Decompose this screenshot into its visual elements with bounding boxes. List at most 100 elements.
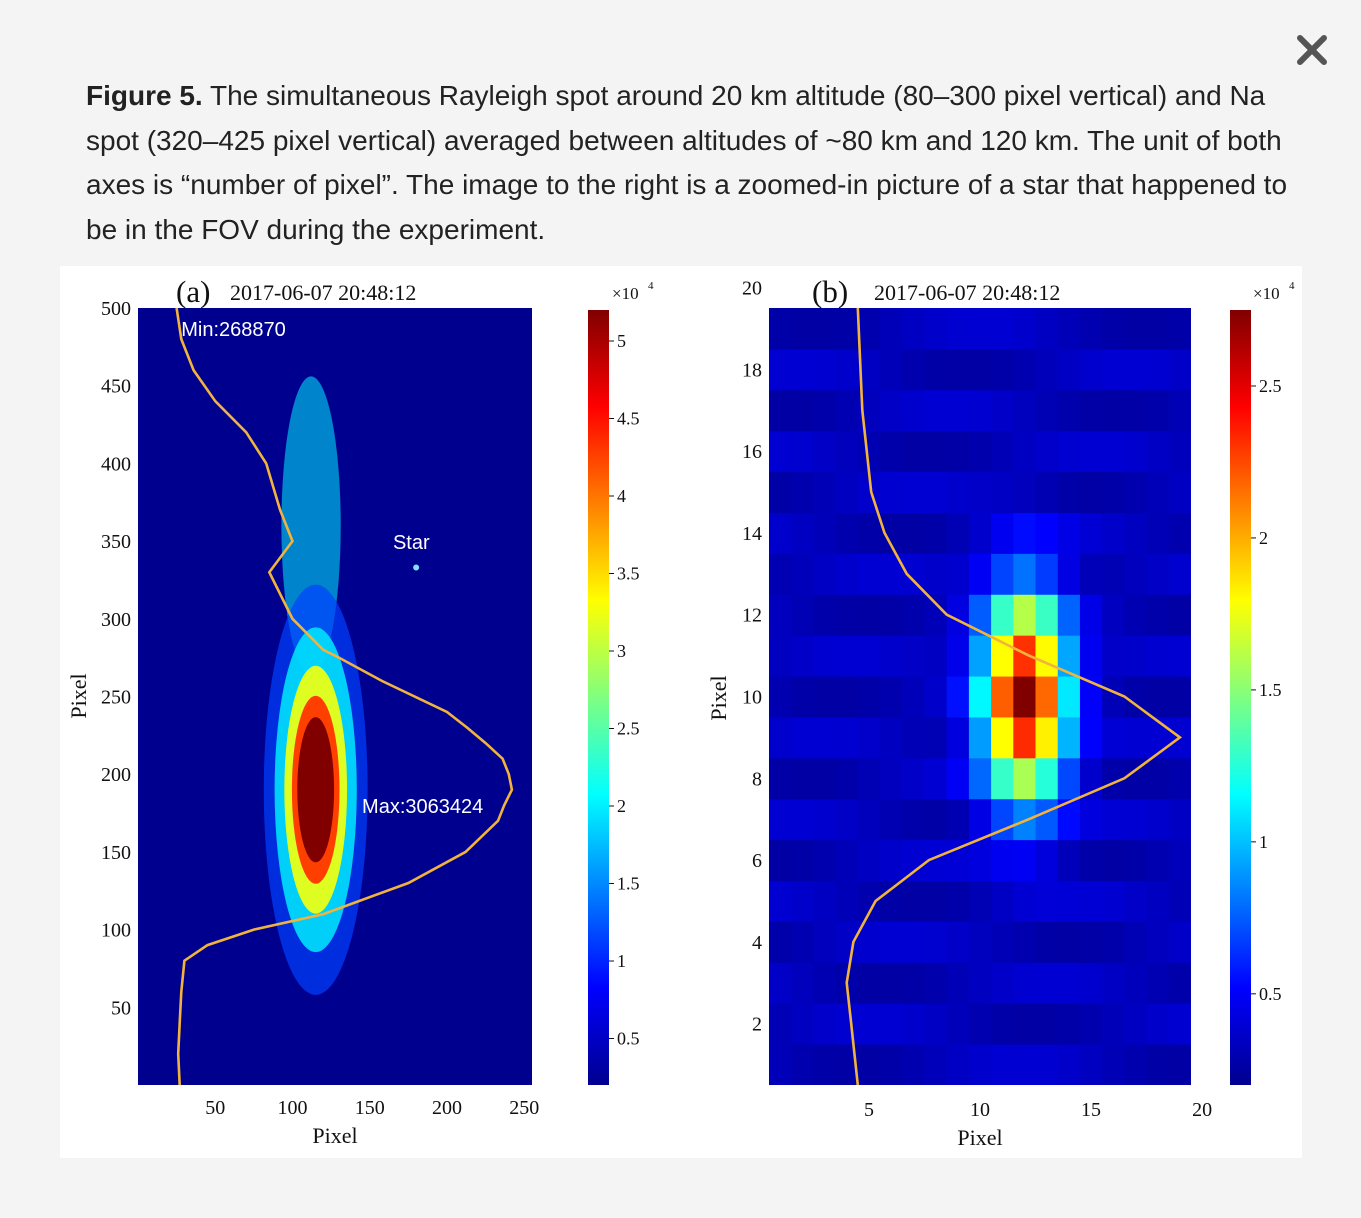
panel-b-title: 2017-06-07 20:48:12 [874, 280, 1060, 305]
panel-b-heatmap-cell [924, 389, 948, 432]
panel-b-heatmap-cell [769, 921, 792, 963]
panel-b-heatmap-cell [1124, 512, 1148, 554]
panel-b-heatmap-cell [902, 1044, 925, 1085]
panel-b-heatmap-cell [1057, 512, 1081, 554]
panel-b-heatmap-cell [1057, 430, 1081, 473]
panel-b-heatmap-cell [769, 553, 792, 595]
panel-b-heatmap-cell [1168, 308, 1191, 350]
panel-b-heatmap-cell [991, 839, 1014, 882]
panel-b-heatmap-cell [1057, 676, 1081, 718]
panel-b-heatmap-cell [880, 716, 903, 759]
panel-b-heatmap-cell [791, 512, 814, 554]
panel-b-heatmap-cell [791, 635, 814, 677]
panel-b-heatmap-cell [857, 430, 881, 473]
panel-b-y-ticks: 2 4 6 8 10 12 14 16 18 20 [742, 278, 762, 1036]
panel-b-heatmap-cell [791, 757, 814, 800]
panel-a-min-annotation: Min:268870 [181, 319, 286, 341]
panel-b-heatmap-cell [835, 308, 859, 350]
panel-a-y-tick-label: 250 [101, 687, 131, 709]
panel-b-heatmap-cell [1146, 471, 1170, 513]
panel-b-heatmap-cell [1013, 921, 1037, 963]
panel-b-heatmap-cell [1124, 1003, 1148, 1045]
panel-b-colorbar-tick-label: 1 [1259, 832, 1268, 852]
panel-b-heatmap-cell [880, 1003, 903, 1045]
panel-b-heatmap-cell [813, 757, 837, 800]
panel-b-heatmap-cell [1035, 716, 1059, 759]
panel-b-heatmap-cell [924, 553, 948, 595]
panel-b-heatmap-cell [1146, 635, 1170, 677]
close-icon [1297, 35, 1327, 65]
panel-b-heatmap-cell [1102, 389, 1125, 432]
panel-b-heatmap-cell [902, 798, 925, 841]
panel-b-heatmap-cell [991, 921, 1014, 963]
panel-b-heatmap-cell [857, 921, 881, 963]
panel-b-heatmap-cell [1013, 716, 1037, 759]
panel-b-heatmap-cell [1124, 389, 1148, 432]
panel-b-heatmap-cell [1013, 389, 1037, 432]
panel-b-heatmap-cell [946, 962, 970, 1004]
panel-a-x-tick-label: 150 [355, 1097, 385, 1119]
panel-b-colorbar [1230, 310, 1251, 1085]
panel-a-xlabel: Pixel [312, 1123, 357, 1148]
panel-b-y-tick-label: 6 [752, 850, 762, 872]
panel-b-heatmap-cell [902, 635, 925, 677]
panel-b-heatmap-cell [769, 839, 792, 882]
panel-b-heatmap-cell [924, 798, 948, 841]
panel-b-heatmap-cell [880, 512, 903, 554]
panel-b-heatmap-cell [835, 512, 859, 554]
panel-b-heatmap-cell [1035, 635, 1059, 677]
figure-label: Figure 5. [86, 80, 203, 111]
panel-b-heatmap-cell [1035, 798, 1059, 841]
panel-b-heatmap-cell [968, 1044, 992, 1085]
panel-b-heatmap-cell [968, 676, 992, 718]
panel-b-heatmap-cell [857, 962, 881, 1004]
panel-b-heatmap-cell [1146, 1044, 1170, 1085]
panel-b-heatmap-cell [857, 1044, 881, 1085]
panel-b-heatmap-cell [946, 798, 970, 841]
panel-b-heatmap-cell [968, 757, 992, 800]
panel-b-heatmap-cell [991, 757, 1014, 800]
panel-b-heatmap-cell [1124, 676, 1148, 718]
panel-b-heatmap-cell [924, 1003, 948, 1045]
panel-b-heatmap-cell [1146, 757, 1170, 800]
panel-b-heatmap-cell [769, 471, 792, 513]
panel-b-heatmap-cell [968, 553, 992, 595]
panel-b-heatmap-cell [880, 635, 903, 677]
panel-b-heatmap-cell [835, 594, 859, 636]
panel-b-heatmap-cell [813, 1003, 837, 1045]
panel-b-heatmap-cell [769, 880, 792, 922]
panel-b-heatmap-cell [1057, 594, 1081, 636]
panel-b-heatmap-cell [1124, 635, 1148, 677]
panel-b-heatmap-cell [1079, 676, 1103, 718]
panel-b-heatmap-cell [835, 839, 859, 882]
panel-b-heatmap-cell [880, 348, 903, 391]
panel-b-heatmap-cell [968, 308, 992, 350]
panel-b-heatmap-cell [1102, 308, 1125, 350]
panel-a-y-tick-label: 450 [101, 376, 131, 398]
panel-b-heatmap-cell [880, 1044, 903, 1085]
panel-b-heatmap-cell [902, 676, 925, 718]
panel-b-heatmap-cell [1079, 553, 1103, 595]
panel-b-heatmap-cell [1057, 757, 1081, 800]
panel-b-heatmap-cell [791, 1003, 814, 1045]
panel-b-heatmap-cell [880, 798, 903, 841]
panel-b-heatmap-cell [1168, 798, 1191, 841]
panel-b-heatmap-cell [1102, 676, 1125, 718]
panel-b-heatmap-cell [1013, 880, 1037, 922]
close-button[interactable] [1290, 28, 1334, 72]
panel-b-heatmap-cell [880, 962, 903, 1004]
panel-b-heatmap-cell [1035, 962, 1059, 1004]
panel-b-heatmap-cell [1079, 921, 1103, 963]
panel-b-heatmap-cell [968, 471, 992, 513]
panel-b-heatmap-cell [1013, 839, 1037, 882]
panel-b-heatmap-cell [1102, 757, 1125, 800]
panel-b-heatmap-cell [880, 880, 903, 922]
panel-b-heatmap-cell [924, 676, 948, 718]
panel-b-heatmap-cell [946, 594, 970, 636]
panel-b-heatmap-cell [835, 389, 859, 432]
panel-b-heatmap-cell [946, 430, 970, 473]
panel-b-heatmap-cell [902, 1003, 925, 1045]
panel-b-heatmap-cell [924, 839, 948, 882]
panel-b-heatmap-cell [1057, 308, 1081, 350]
panel-a-x-ticks: 50 100 150 200 250 [205, 1097, 539, 1119]
